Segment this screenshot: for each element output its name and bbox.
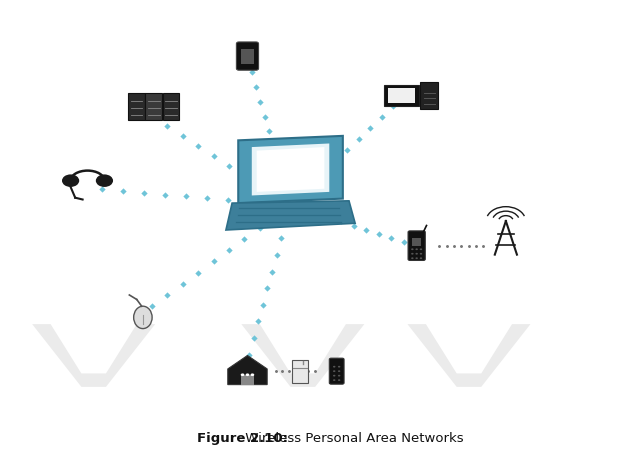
Polygon shape bbox=[226, 201, 355, 230]
Circle shape bbox=[333, 366, 336, 368]
FancyBboxPatch shape bbox=[329, 358, 344, 384]
Circle shape bbox=[338, 375, 341, 377]
Polygon shape bbox=[228, 355, 267, 385]
Circle shape bbox=[333, 379, 336, 381]
Polygon shape bbox=[256, 147, 324, 192]
FancyBboxPatch shape bbox=[145, 93, 162, 120]
FancyBboxPatch shape bbox=[241, 49, 253, 64]
Circle shape bbox=[250, 373, 254, 376]
Text: Wireless Personal Area Networks: Wireless Personal Area Networks bbox=[241, 432, 464, 445]
FancyBboxPatch shape bbox=[420, 82, 438, 109]
Circle shape bbox=[420, 249, 422, 250]
FancyBboxPatch shape bbox=[163, 93, 179, 120]
Circle shape bbox=[338, 370, 341, 372]
Circle shape bbox=[333, 370, 336, 372]
Circle shape bbox=[245, 373, 249, 376]
Circle shape bbox=[420, 258, 422, 259]
Circle shape bbox=[96, 175, 113, 187]
Circle shape bbox=[411, 253, 413, 255]
Circle shape bbox=[411, 258, 413, 259]
Ellipse shape bbox=[133, 306, 152, 329]
FancyBboxPatch shape bbox=[387, 88, 415, 103]
Circle shape bbox=[415, 258, 418, 259]
FancyBboxPatch shape bbox=[384, 85, 418, 106]
FancyBboxPatch shape bbox=[412, 238, 421, 246]
Polygon shape bbox=[407, 324, 530, 387]
Circle shape bbox=[338, 379, 341, 381]
Circle shape bbox=[411, 249, 413, 250]
Circle shape bbox=[415, 253, 418, 255]
FancyBboxPatch shape bbox=[408, 231, 425, 261]
Circle shape bbox=[420, 253, 422, 255]
Circle shape bbox=[240, 373, 244, 376]
Polygon shape bbox=[252, 143, 329, 195]
FancyBboxPatch shape bbox=[128, 93, 145, 120]
Polygon shape bbox=[239, 136, 343, 203]
Polygon shape bbox=[32, 324, 155, 387]
Polygon shape bbox=[241, 324, 365, 387]
FancyBboxPatch shape bbox=[292, 359, 308, 383]
Circle shape bbox=[415, 249, 418, 250]
FancyBboxPatch shape bbox=[237, 42, 258, 70]
FancyBboxPatch shape bbox=[241, 375, 253, 385]
Circle shape bbox=[338, 366, 341, 368]
Circle shape bbox=[333, 375, 336, 377]
Text: Figure 2.10:: Figure 2.10: bbox=[197, 432, 287, 445]
Circle shape bbox=[62, 175, 79, 187]
